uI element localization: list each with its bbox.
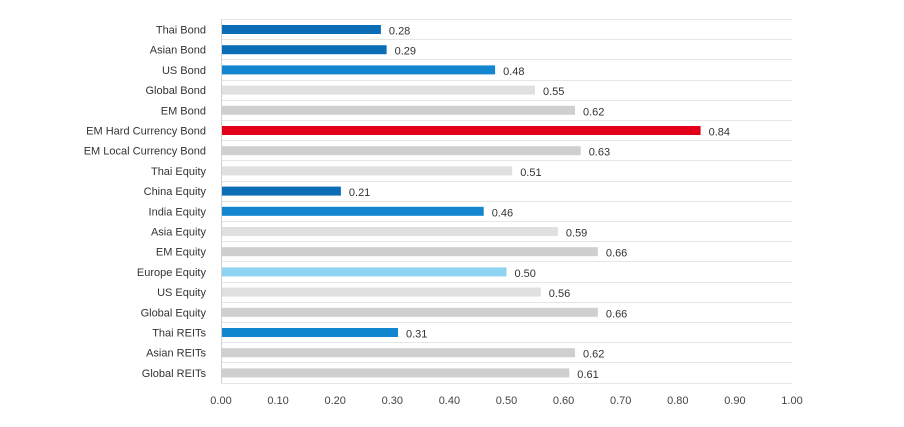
- bar-china-equity: [222, 186, 341, 196]
- category-label: Asian REITs: [146, 348, 206, 360]
- gridlines: [221, 19, 792, 384]
- x-tick-label: 0.50: [496, 395, 517, 407]
- value-label: 0.62: [583, 349, 604, 361]
- value-label: 0.56: [549, 288, 570, 300]
- category-label: EM Hard Currency Bond: [86, 126, 206, 138]
- bar-thai-bond: [222, 25, 381, 34]
- category-label: India Equity: [149, 206, 207, 218]
- value-label: 0.84: [709, 127, 730, 139]
- value-label: 0.46: [492, 207, 513, 219]
- category-label: Thai Bond: [156, 25, 206, 37]
- category-label: EM Equity: [156, 247, 207, 259]
- bar-global-bond: [222, 85, 535, 95]
- category-label: Asia Equity: [151, 227, 207, 239]
- value-label: 0.62: [583, 106, 604, 118]
- value-label: 0.63: [589, 147, 610, 159]
- x-tick-label: 0.10: [267, 395, 288, 407]
- value-label: 0.61: [577, 369, 598, 381]
- bar-thai-reits: [222, 328, 398, 337]
- category-label: Global REITs: [142, 368, 207, 380]
- x-tick-label: 0.30: [382, 395, 403, 407]
- category-label: US Equity: [157, 287, 206, 299]
- value-label: 0.28: [389, 26, 410, 38]
- x-tick-label: 0.60: [553, 395, 574, 407]
- bar-em-equity: [222, 247, 598, 257]
- bar-us-equity: [222, 287, 541, 297]
- category-label: Thai Equity: [151, 166, 207, 178]
- bar-asian-reits: [222, 348, 575, 358]
- bar-india-equity: [222, 206, 484, 216]
- category-label: EM Bond: [161, 105, 206, 117]
- labels: Thai Bond 0.28 Asian Bond 0.29 US Bond 0.48 Gl…: [84, 25, 803, 408]
- x-tick-label: 0.70: [610, 395, 631, 407]
- bar-thai-equity: [222, 166, 513, 176]
- value-label: 0.48: [503, 66, 524, 78]
- bar-em-local-currency-bond: [222, 146, 581, 156]
- category-label: Thai REITs: [152, 328, 206, 340]
- value-label: 0.55: [543, 86, 564, 98]
- bar-global-equity: [222, 307, 598, 317]
- value-label: 0.66: [606, 308, 627, 320]
- bar-global-reits: [222, 368, 570, 378]
- category-label: Europe Equity: [137, 267, 207, 279]
- bar-europe-equity: [222, 267, 507, 277]
- category-label: Asian Bond: [150, 45, 206, 57]
- value-label: 0.66: [606, 248, 627, 260]
- x-tick-label: 0.40: [439, 395, 460, 407]
- x-tick-label: 0.90: [724, 395, 745, 407]
- bar-em-bond: [222, 105, 575, 115]
- category-label: Global Equity: [141, 307, 207, 319]
- x-tick-label: 0.00: [210, 395, 231, 407]
- bar-em-hard-currency-bond: [222, 126, 701, 135]
- category-label: EM Local Currency Bond: [84, 146, 206, 158]
- value-label: 0.50: [515, 268, 536, 280]
- x-tick-label: 1.00: [781, 395, 802, 407]
- value-label: 0.31: [406, 329, 427, 341]
- bar-asian-bond: [222, 45, 387, 55]
- value-label: 0.21: [349, 187, 370, 199]
- bars: [222, 25, 701, 378]
- value-label: 0.51: [520, 167, 541, 179]
- x-tick-label: 0.80: [667, 395, 688, 407]
- x-tick-label: 0.20: [324, 395, 345, 407]
- value-label: 0.29: [395, 46, 416, 58]
- category-label: Global Bond: [145, 85, 206, 97]
- category-label: US Bond: [162, 65, 206, 77]
- bar-us-bond: [222, 65, 496, 75]
- bar-asia-equity: [222, 227, 558, 236]
- value-label: 0.59: [566, 228, 587, 240]
- category-label: China Equity: [144, 186, 207, 198]
